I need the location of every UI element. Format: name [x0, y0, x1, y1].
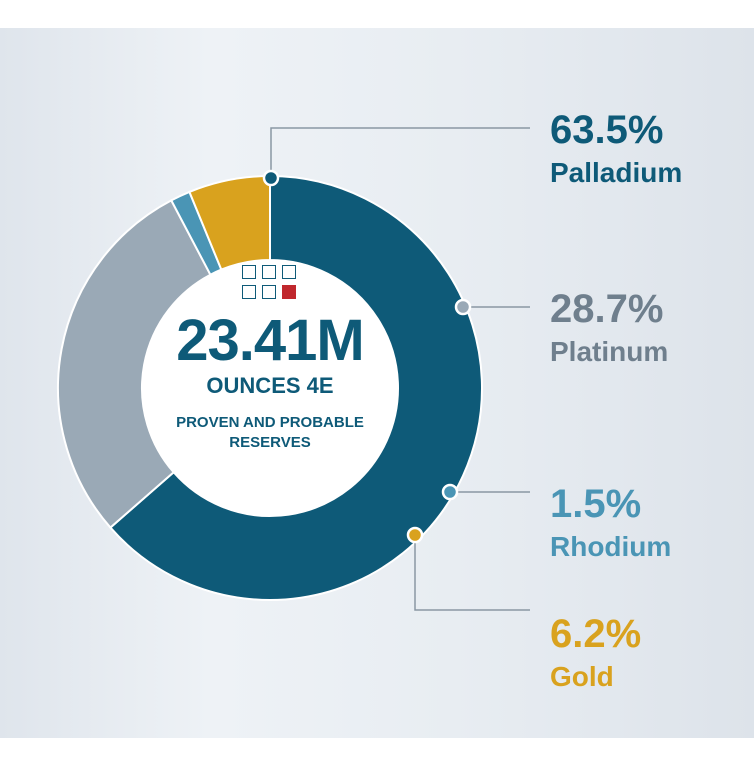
legend-entry-palladium: 63.5% Palladium: [550, 108, 682, 190]
leader-dot-gold: [406, 526, 424, 544]
legend-entry-rhodium: 1.5% Rhodium: [550, 482, 671, 564]
category-label-rhodium: Rhodium: [550, 531, 672, 562]
category-label-gold: Gold: [550, 661, 614, 692]
total-reserves-value: 23.41M: [176, 308, 364, 373]
value-label-rhodium: 1.5%: [550, 482, 642, 526]
chart-center-label: 23.41M OUNCES 4E PROVEN AND PROBABLE RES…: [145, 265, 395, 453]
donut-hole: [142, 260, 398, 516]
total-reserves-unit: OUNCES 4E: [206, 373, 334, 398]
leader-dot-rhodium: [441, 483, 459, 501]
value-label-palladium: 63.5%: [550, 108, 664, 152]
value-label-gold: 6.2%: [550, 612, 642, 656]
legend-entry-platinum: 28.7% Platinum: [550, 287, 668, 369]
legend-entry-gold: 6.2% Gold: [550, 612, 641, 694]
leader-dot-platinum: [454, 298, 472, 316]
leader-line-palladium: [270, 127, 530, 178]
category-label-platinum: Platinum: [550, 336, 669, 367]
total-reserves-caption: PROVEN AND PROBABLE RESERVES: [176, 414, 364, 451]
leader-dot-palladium: [262, 169, 280, 187]
category-label-palladium: Palladium: [550, 157, 683, 188]
leader-line-gold: [414, 535, 530, 611]
grid-squares-icon: [242, 265, 298, 301]
value-label-platinum: 28.7%: [550, 287, 664, 331]
